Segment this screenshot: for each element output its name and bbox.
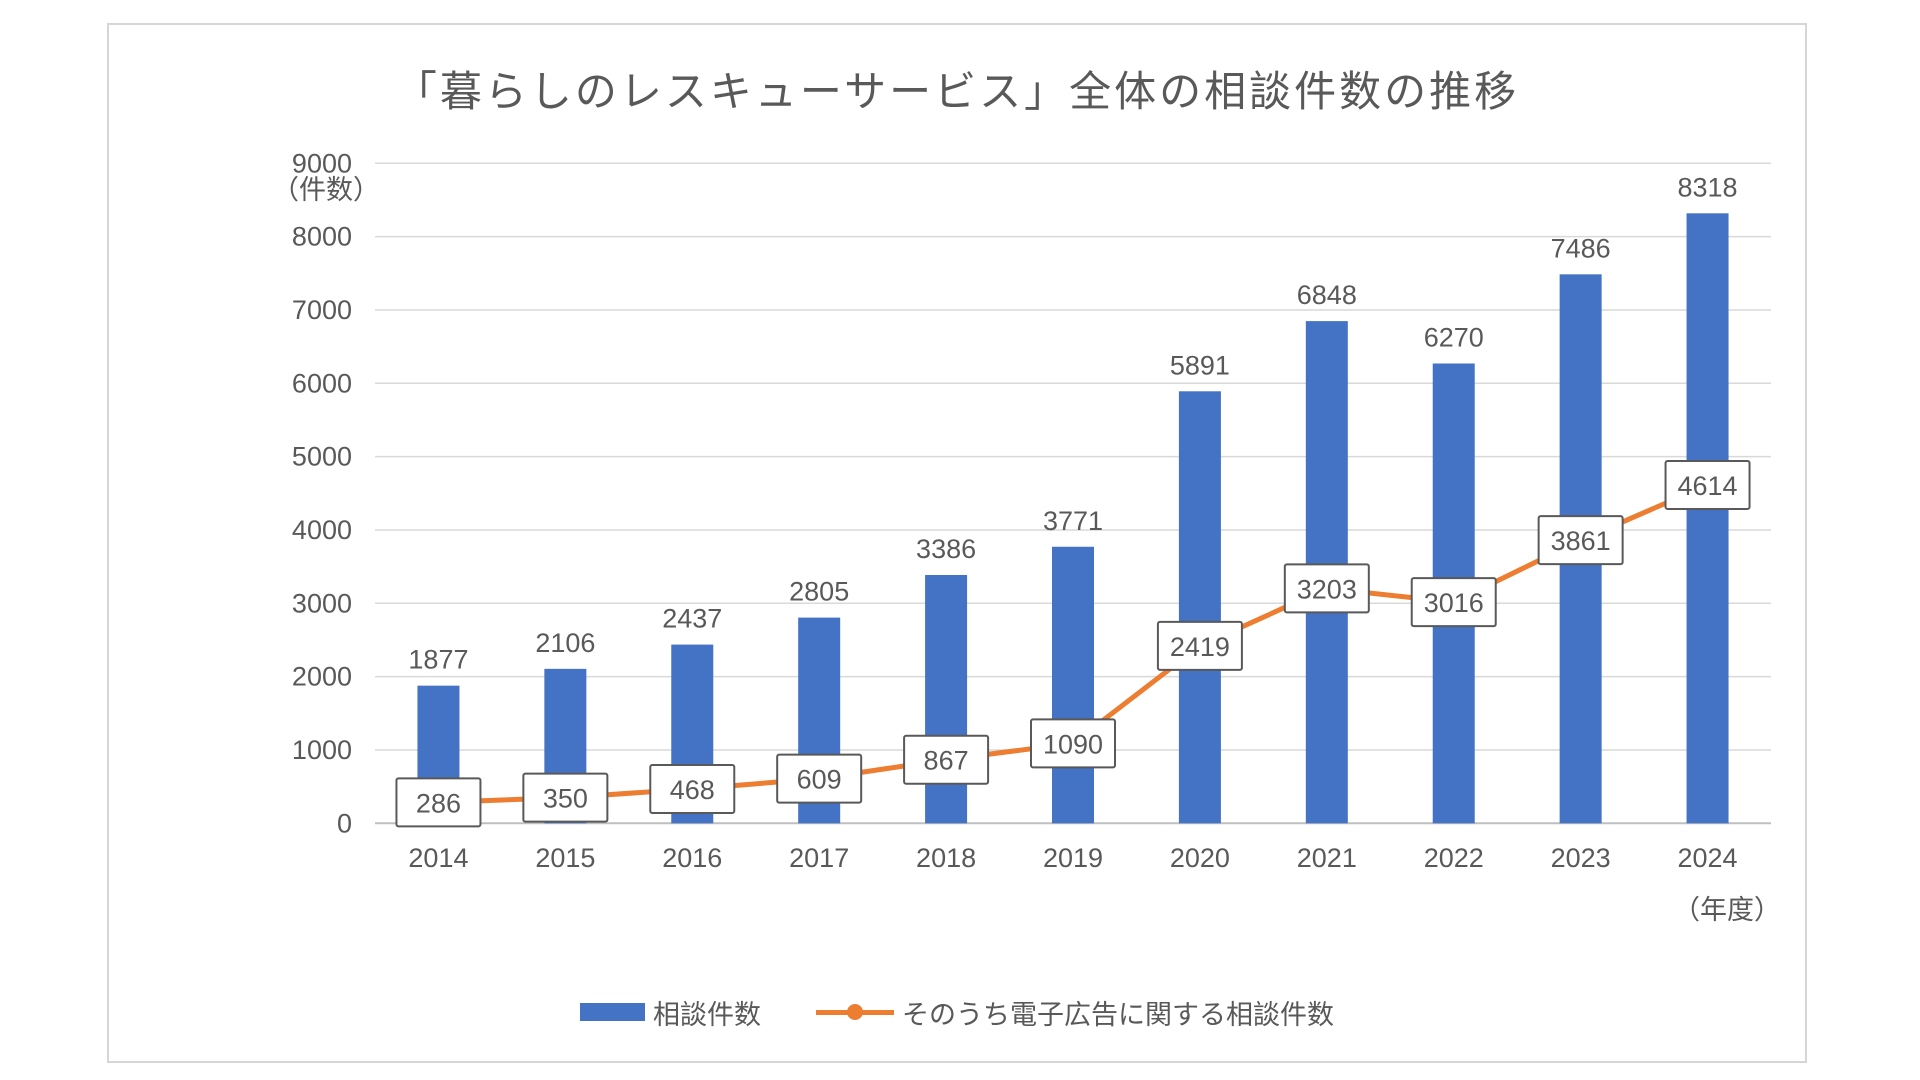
bar-series-swatch-icon: [580, 1003, 645, 1021]
x-axis-unit-label: （年度）: [1673, 895, 1781, 925]
line-value-label: 286: [416, 788, 461, 818]
bar-value-label: 7486: [1551, 233, 1611, 263]
bar-value-label: 5891: [1170, 350, 1230, 380]
line-value-box: [395, 777, 482, 828]
x-axis-label: 2015: [535, 843, 595, 873]
y-axis-tick-label: 7000: [292, 295, 352, 325]
bar-value-label: 8318: [1678, 172, 1738, 202]
bar-value-label: 3771: [1043, 506, 1103, 536]
bar-value-label: 3386: [916, 534, 976, 564]
line-value-label: 4614: [1678, 471, 1738, 501]
x-axis-label: 2016: [662, 843, 722, 873]
bar-2018: [925, 574, 968, 824]
x-axis-label: 2019: [1043, 843, 1103, 873]
chart-title: 「暮らしのレスキューサービス」全体の相談件数の推移: [394, 68, 1520, 115]
y-axis-tick-label: 4000: [292, 515, 352, 545]
x-axis-label: 2017: [789, 843, 849, 873]
y-axis-tick-label: 9000: [292, 148, 352, 178]
bar-value-label: 6848: [1297, 280, 1357, 310]
y-axis-tick-label: 0: [337, 808, 352, 838]
x-axis-label: 2021: [1297, 843, 1357, 873]
line-series-legend-label: そのうち電子広告に関する相談件数: [902, 999, 1334, 1030]
y-axis-tick-label: 5000: [292, 442, 352, 472]
x-axis-label: 2020: [1170, 843, 1230, 873]
line-value-box: [1156, 620, 1243, 671]
y-axis-unit-label: （件数）: [272, 175, 380, 205]
line-value-label: 350: [543, 784, 588, 814]
line-value-label: 867: [924, 746, 969, 776]
line-value-label: 609: [797, 765, 842, 795]
line-value-box: [649, 763, 736, 814]
bar-value-label: 2437: [662, 604, 722, 634]
line-value-label: 468: [670, 775, 715, 805]
line-value-label: 3861: [1551, 526, 1611, 556]
line-value-label: 1090: [1043, 729, 1103, 759]
bar-value-label: 6270: [1424, 323, 1484, 353]
bar-2019: [1052, 546, 1094, 824]
bar-value-label: 2805: [789, 577, 849, 607]
x-axis-label: 2023: [1551, 843, 1611, 873]
line-value-label: 2419: [1170, 632, 1230, 662]
x-axis-label: 2022: [1424, 843, 1484, 873]
x-axis-label: 2014: [408, 843, 468, 873]
chart-legend: 相談件数 そのうち電子広告に関する相談件数: [107, 994, 1807, 1030]
y-axis-tick-label: 3000: [292, 588, 352, 618]
y-axis-tick-label: 6000: [292, 368, 352, 398]
y-axis-tick-label: 1000: [292, 735, 352, 765]
chart-frame: [107, 23, 1807, 1063]
bar-value-label: 1877: [408, 645, 468, 675]
bar-series-legend-label: 相談件数: [653, 999, 761, 1030]
bar-2020: [1178, 391, 1221, 824]
line-value-label: 3016: [1424, 588, 1484, 618]
line-value-label: 3203: [1297, 574, 1357, 604]
legend-item-line-series: そのうち電子広告に関する相談件数: [816, 993, 1334, 1032]
line-value-box: [903, 734, 990, 785]
bar-value-label: 2106: [535, 628, 595, 658]
line-value-box: [776, 753, 863, 804]
line-value-box: [1537, 515, 1624, 566]
line-value-box: [1664, 459, 1751, 510]
line-series-marker-icon: [816, 1003, 894, 1021]
line-value-box: [1410, 577, 1497, 628]
y-axis-tick-label: 2000: [292, 662, 352, 692]
line-value-box: [522, 772, 609, 823]
legend-item-bar-series: 相談件数: [580, 993, 761, 1032]
x-axis-label: 2018: [916, 843, 976, 873]
line-value-box: [1283, 563, 1370, 614]
x-axis-label: 2024: [1678, 843, 1738, 873]
y-axis-tick-label: 8000: [292, 222, 352, 252]
bar-2024: [1686, 213, 1729, 824]
line-value-box: [1030, 718, 1116, 769]
